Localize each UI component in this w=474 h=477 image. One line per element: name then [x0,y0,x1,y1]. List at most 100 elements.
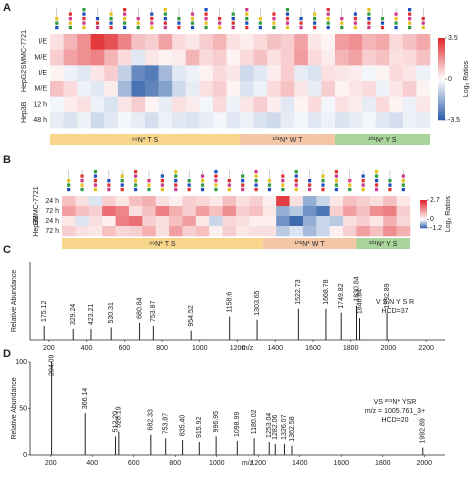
peak-label: 682.33 [148,409,155,431]
glycan-icon [80,174,84,178]
heat-cell [88,196,103,207]
heat-cell [62,196,76,207]
heat-cell [199,49,214,66]
heat-cell [253,96,268,113]
glycan-icon [326,26,330,30]
glycan-icon [136,21,140,25]
x-tick-label: 1000 [192,345,208,352]
glycan-icon [348,188,352,192]
heat-cell [226,81,241,97]
glycan-icon [294,174,298,178]
heat-cell [104,112,119,129]
glycan-icon [67,179,71,183]
colorbar-tick-label: -3.5 [448,117,460,124]
heat-cell [335,112,349,129]
heat-cell [155,196,170,207]
heat-cell [90,34,105,50]
heat-cell [212,34,227,50]
glycan-icon [214,188,218,192]
glycan-icon [82,12,86,16]
heat-cell [62,226,76,237]
heat-cell [77,96,92,113]
glycan-icon [200,183,205,187]
glycan-icon [67,183,71,187]
heat-cell [321,81,336,97]
heat-cell [145,81,159,97]
glycan-icon [147,183,151,187]
colorbar-step [420,202,427,205]
heat-cell [131,65,146,82]
glycan-icon [408,8,412,12]
heat-cell [307,34,322,50]
heat-cell [75,196,90,207]
heat-cell [267,49,282,66]
heat-cell [249,206,264,217]
glycan-icon [258,26,262,30]
colorbar-step [420,209,427,211]
heat-cell [222,206,237,217]
glycan-icon [401,183,405,187]
y-tick-label: 0 [23,452,27,459]
heat-cell [102,206,116,217]
glycan-icon [82,8,86,12]
heat-cell [50,96,64,113]
glycan-icon [367,26,371,30]
heat-cell [90,96,105,113]
colorbar-step [438,51,445,55]
glycan-icon [174,188,178,192]
colorbar-step [420,201,427,204]
colorbar-step [438,57,445,61]
glycan-icon [334,170,338,174]
heat-cell [104,49,119,66]
colorbar-step [438,103,445,107]
heat-cell [172,81,187,97]
glycan-icon [267,188,272,192]
glycan-icon [361,174,365,178]
heat-cell [402,49,417,66]
y-tick-label: 100 [15,359,27,366]
heat-cell [226,49,241,66]
glycan-icon [95,26,100,30]
heat-cell [362,34,377,50]
heat-cell [348,81,363,97]
heat-cell [369,206,384,217]
glycan-icon [150,26,154,30]
glycan-icon [93,183,98,187]
colorbar-label: Log₂ Ratios [445,195,452,232]
glycan-icon [123,17,127,21]
peak-label: 996.95 [213,411,220,433]
glycan-icon [258,17,262,21]
heat-cell [240,34,254,50]
colorbar-step [438,79,445,83]
heat-cell [63,65,78,82]
heat-cell [402,34,417,50]
heat-cell [158,34,173,50]
glycan-icon [134,183,138,187]
heat-cell [88,206,103,217]
heat-cell [131,96,146,113]
heat-cell [236,226,250,237]
peak-label: 753.87 [150,300,157,322]
peak-label: 1830.84 [353,276,360,301]
colorbar-step [438,106,445,110]
peak-label: 1180.02 [251,409,258,434]
colorbar-step [420,221,427,223]
heat-cell [316,206,330,217]
heat-cell [348,34,363,50]
colorbar-step [438,76,445,80]
panel-label: C [3,244,11,256]
glycan-icon [95,17,100,21]
heat-cell [294,65,309,82]
colorbar-step [420,208,427,210]
glycan-icon [177,21,181,25]
heat-cell [104,34,119,50]
glycan-icon [80,188,84,192]
heat-cell [416,96,431,113]
heat-cell [88,226,103,237]
row-label: I/E [38,70,47,77]
heat-cell [199,81,214,97]
glycan-icon [204,21,208,25]
heat-cell [383,206,397,217]
peak-label: 1522.73 [295,279,302,304]
x-tick-label: 1600 [333,460,349,467]
